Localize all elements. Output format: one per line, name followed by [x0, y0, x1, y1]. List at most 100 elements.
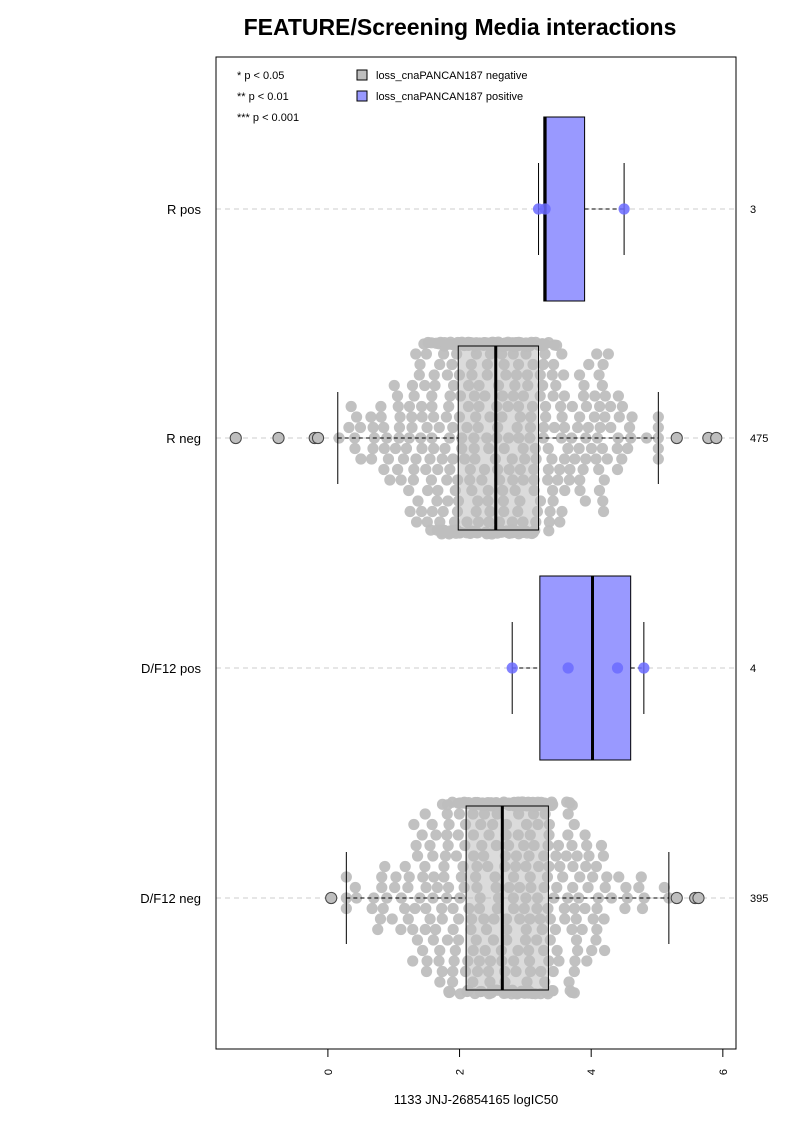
- data-point: [593, 463, 605, 476]
- data-point: [419, 860, 431, 873]
- data-point: [563, 474, 575, 486]
- data-point: [558, 369, 570, 381]
- data-point: [593, 484, 606, 497]
- data-point: [587, 871, 599, 883]
- data-point: [426, 390, 438, 402]
- data-point: [438, 860, 450, 873]
- data-point: [544, 505, 556, 518]
- data-point: [552, 474, 564, 486]
- data-point: [349, 442, 361, 455]
- x-tick-label: 0: [323, 1069, 335, 1075]
- outlier-point: [325, 891, 338, 905]
- category-label: R pos: [167, 202, 201, 217]
- data-point: [442, 881, 455, 894]
- data-point: [566, 400, 578, 413]
- data-point: [431, 881, 443, 894]
- data-point: [392, 400, 404, 413]
- data-point: [421, 421, 433, 434]
- data-point: [415, 432, 427, 444]
- data-point: [612, 390, 624, 402]
- data-point: [574, 871, 586, 883]
- data-point: [552, 839, 565, 852]
- data-point: [597, 850, 610, 862]
- data-point: [557, 871, 569, 883]
- data-point: [598, 474, 610, 486]
- data-point: [420, 902, 432, 915]
- data-point: [367, 421, 379, 434]
- data-point: [429, 923, 442, 936]
- data-point: [391, 390, 404, 402]
- data-point: [555, 400, 567, 413]
- data-point: [562, 442, 574, 455]
- data-point: [436, 913, 448, 925]
- data-point: [539, 338, 551, 350]
- data-point: [635, 871, 647, 883]
- data-point: [580, 400, 593, 413]
- data-point: [419, 379, 431, 392]
- data-point: [546, 369, 558, 381]
- data-point: [410, 348, 422, 360]
- data-point: [618, 203, 630, 215]
- data-point: [453, 913, 465, 925]
- data-point: [382, 453, 395, 465]
- data-point: [416, 829, 428, 841]
- category-label: D/F12 pos: [141, 661, 201, 676]
- data-point: [441, 369, 454, 381]
- data-point: [547, 484, 559, 497]
- x-tick-label: 6: [718, 1069, 730, 1075]
- data-point: [390, 871, 402, 883]
- data-point: [447, 965, 459, 978]
- data-point: [394, 411, 406, 423]
- data-point: [572, 944, 584, 957]
- data-point: [638, 662, 650, 674]
- count-label: 475: [750, 433, 768, 445]
- data-point: [350, 411, 363, 423]
- data-point: [562, 808, 574, 820]
- data-point: [574, 474, 586, 486]
- data-point: [568, 902, 581, 915]
- data-point: [408, 463, 420, 476]
- data-point: [400, 442, 413, 455]
- data-point: [452, 934, 465, 946]
- data-point: [375, 400, 387, 413]
- data-point: [481, 528, 493, 540]
- data-point: [550, 379, 562, 392]
- x-tick-label: 4: [586, 1069, 598, 1075]
- data-point: [537, 421, 550, 434]
- data-point: [436, 798, 449, 810]
- data-point: [441, 829, 453, 841]
- data-point: [547, 358, 560, 371]
- data-point: [556, 411, 568, 423]
- data-point: [376, 881, 388, 894]
- data-point: [581, 839, 593, 852]
- data-point: [427, 934, 439, 946]
- data-point: [427, 850, 439, 862]
- data-point: [591, 902, 603, 915]
- data-point: [389, 442, 402, 455]
- data-point: [574, 484, 586, 497]
- data-point: [399, 860, 411, 873]
- data-point: [422, 484, 434, 497]
- data-point: [569, 955, 581, 967]
- data-point: [537, 379, 549, 392]
- data-point: [455, 871, 467, 883]
- data-point: [554, 860, 566, 873]
- data-point: [409, 902, 421, 915]
- data-point: [443, 528, 455, 540]
- data-point: [436, 453, 448, 465]
- data-point: [404, 505, 416, 518]
- data-point: [583, 358, 595, 371]
- data-point: [441, 808, 453, 820]
- data-point: [588, 411, 601, 423]
- data-point: [591, 348, 603, 360]
- data-point: [580, 432, 592, 444]
- data-point: [354, 421, 367, 434]
- data-point: [563, 976, 575, 988]
- data-point: [397, 453, 410, 465]
- data-point: [428, 871, 440, 883]
- data-point: [429, 379, 441, 392]
- data-point: [449, 944, 461, 957]
- data-point: [579, 495, 591, 507]
- data-point: [580, 453, 592, 465]
- data-point: [444, 463, 456, 476]
